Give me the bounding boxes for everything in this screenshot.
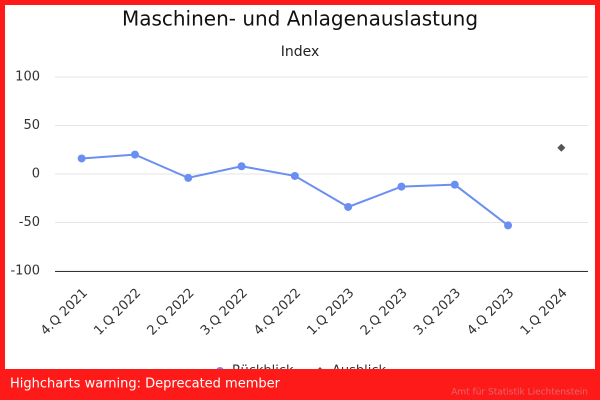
warning-bar [5,369,595,398]
chart-title: Maschinen- und Anlagenauslastung [122,7,478,31]
data-point [290,171,299,180]
data-point [557,143,566,152]
y-tick-label: 100 [15,70,40,85]
data-point [344,202,353,211]
data-point [77,154,86,163]
data-point [237,162,246,171]
data-point [184,173,193,182]
data-point [397,182,406,191]
warning-text: Highcharts warning: Deprecated member [10,377,281,392]
data-point [504,221,513,230]
data-point [130,150,139,159]
credits: Amt für Statistik Liechtenstein [451,388,588,398]
y-tick-label: -100 [10,264,40,279]
y-tick-label: -50 [19,215,40,230]
chart-subtitle: Index [281,44,320,60]
y-tick-label: 0 [32,167,40,182]
data-point [450,180,459,189]
y-tick-label: 50 [23,118,40,133]
